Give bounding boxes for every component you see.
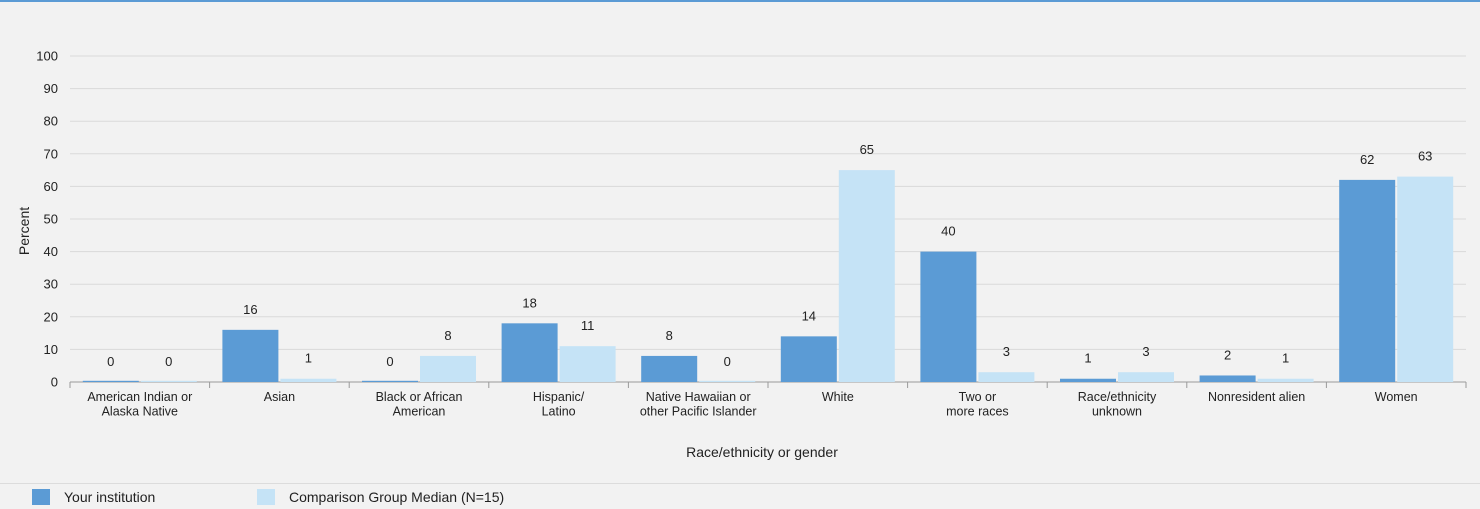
y-axis-ticks: 0 10 20 30 40 50 60 70 80 90 100 <box>36 49 58 390</box>
data-label: 63 <box>1418 149 1432 164</box>
data-label: 11 <box>581 318 595 333</box>
category-label: Two or <box>959 390 997 404</box>
data-label: 62 <box>1360 152 1374 167</box>
data-label: 18 <box>522 295 536 310</box>
category-label: unknown <box>1092 405 1142 419</box>
category-label: Nonresident alien <box>1208 390 1305 404</box>
data-label: 65 <box>860 142 874 157</box>
y-tick-label: 30 <box>44 277 58 292</box>
data-label: 1 <box>1084 351 1091 366</box>
data-label: 8 <box>444 328 451 343</box>
y-tick-label: 100 <box>36 49 58 64</box>
bar-comparison-group <box>559 346 616 382</box>
category-label: Race/ethnicity <box>1078 390 1157 404</box>
legend-item-comparison-group: Comparison Group Median (N=15) <box>257 489 504 505</box>
bars <box>82 170 1454 382</box>
category-label: Alaska Native <box>102 405 178 419</box>
category-label: other Pacific Islander <box>640 405 757 419</box>
bar-your-institution <box>82 380 139 382</box>
bar-comparison-group <box>699 380 756 382</box>
y-tick-label: 40 <box>44 244 58 259</box>
category-label: White <box>822 390 854 404</box>
legend-item-your-institution: Your institution <box>32 489 155 505</box>
data-label: 40 <box>941 224 955 239</box>
y-tick-label: 60 <box>44 179 58 194</box>
data-label: 3 <box>1003 344 1010 359</box>
category-label: Women <box>1375 390 1418 404</box>
data-labels: 0 0 16 1 0 8 18 11 8 0 14 65 40 3 1 3 2 1 62 63 <box>107 142 1432 369</box>
category-label: Black or African <box>376 390 463 404</box>
category-label: Hispanic/ <box>533 390 585 404</box>
legend-label: Comparison Group Median (N=15) <box>289 489 505 505</box>
bar-your-institution <box>1199 375 1256 382</box>
data-label: 1 <box>305 351 312 366</box>
y-tick-label: 50 <box>44 212 58 227</box>
legend-swatch-your-institution <box>32 489 50 505</box>
y-tick-label: 90 <box>44 81 58 96</box>
bar-comparison-group <box>978 372 1035 382</box>
data-label: 0 <box>386 354 393 369</box>
bar-your-institution <box>1339 179 1396 382</box>
data-label: 8 <box>666 328 673 343</box>
y-tick-label: 10 <box>44 342 58 357</box>
data-label: 3 <box>1142 344 1149 359</box>
bar-your-institution <box>780 336 837 382</box>
data-label: 2 <box>1224 347 1231 362</box>
bar-comparison-group <box>420 355 476 382</box>
category-label: Asian <box>264 390 295 404</box>
data-label: 0 <box>165 354 172 369</box>
bar-comparison-group <box>838 170 895 382</box>
bar-your-institution <box>1060 378 1116 382</box>
bar-your-institution <box>501 323 558 382</box>
data-label: 14 <box>802 308 816 323</box>
x-axis-title: Race/ethnicity or gender <box>686 444 838 460</box>
bar-comparison-group <box>1118 372 1174 382</box>
gridlines <box>69 55 1467 388</box>
bar-comparison-group <box>1257 378 1314 382</box>
category-label: Native Hawaiian or <box>646 390 751 404</box>
legend-label: Your institution <box>64 489 156 505</box>
category-label: more races <box>946 405 1009 419</box>
category-label: Latino <box>542 405 576 419</box>
legend-swatch-comparison-group <box>257 489 275 505</box>
bar-comparison-group <box>1397 176 1454 382</box>
bar-your-institution <box>920 251 977 382</box>
bar-your-institution <box>222 329 279 382</box>
y-tick-label: 20 <box>44 309 58 324</box>
bar-your-institution <box>641 355 698 382</box>
y-axis-title: Percent <box>16 207 32 255</box>
data-label: 1 <box>1282 351 1289 366</box>
y-tick-label: 0 <box>51 375 58 390</box>
category-label: American Indian or <box>87 390 192 404</box>
bar-comparison-group <box>280 378 337 382</box>
data-label: 0 <box>724 354 731 369</box>
legend: Your institution Comparison Group Median… <box>0 483 1480 509</box>
y-tick-label: 70 <box>44 146 58 161</box>
y-tick-label: 80 <box>44 114 58 129</box>
bar-comparison-group <box>140 380 197 382</box>
data-label: 16 <box>243 302 257 317</box>
data-label: 0 <box>107 354 114 369</box>
category-label: American <box>393 405 446 419</box>
bar-your-institution <box>362 380 418 382</box>
